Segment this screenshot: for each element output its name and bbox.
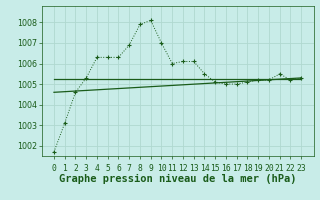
- X-axis label: Graphe pression niveau de la mer (hPa): Graphe pression niveau de la mer (hPa): [59, 174, 296, 184]
